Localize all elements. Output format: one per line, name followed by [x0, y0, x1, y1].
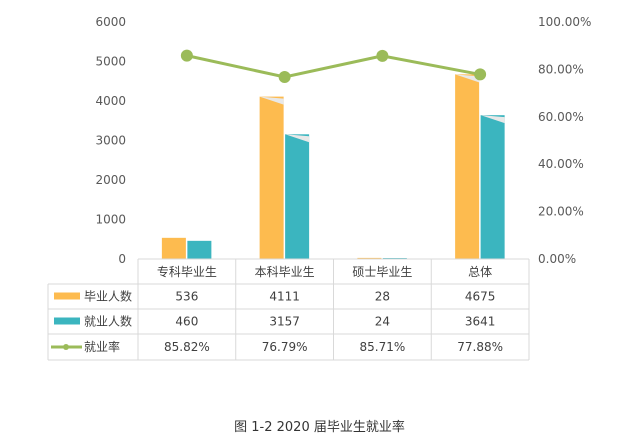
y-left-tick-label: 4000	[95, 94, 126, 108]
legend-label: 就业率	[84, 339, 120, 354]
employment-rate-point	[278, 71, 291, 84]
legend-label: 毕业人数	[84, 289, 132, 304]
category-label: 硕士毕业生	[352, 265, 412, 279]
table-cell: 24	[375, 315, 390, 329]
table-cell: 536	[175, 290, 198, 304]
employment-rate-point	[474, 68, 487, 81]
bar-employed	[187, 240, 212, 259]
category-label: 总体	[468, 265, 492, 279]
bar-curl	[259, 96, 284, 105]
y-left-tick-label: 2000	[95, 173, 126, 187]
y-right-tick-label: 40.00%	[538, 157, 584, 171]
table-cell: 85.71%	[359, 340, 405, 354]
table-cell: 460	[175, 315, 198, 329]
bar-graduates	[357, 257, 382, 259]
legend-key-0	[54, 292, 80, 300]
y-left-tick-label: 5000	[95, 55, 126, 69]
y-right-tick-label: 20.00%	[538, 205, 584, 219]
bar-curl	[285, 134, 310, 143]
y-right-tick-label: 0.00%	[538, 252, 576, 266]
y-right-tick-label: 100.00%	[538, 15, 591, 29]
bar-employed	[480, 115, 505, 259]
table-cell: 3157	[269, 315, 300, 329]
y-right-tick-label: 80.00%	[538, 62, 584, 76]
y-left-tick-label: 3000	[95, 134, 126, 148]
employment-rate-point	[180, 49, 193, 62]
bar-graduates	[259, 96, 284, 259]
table-cell: 3641	[465, 315, 496, 329]
legend-key-1	[54, 317, 80, 325]
chart-caption: 图 1-2 2020 届毕业生就业率	[234, 420, 405, 435]
y-left-tick-label: 1000	[95, 213, 126, 227]
table-cell: 4111	[269, 290, 300, 304]
bar-curl	[480, 115, 505, 124]
y-right-tick-label: 60.00%	[538, 110, 584, 124]
bar-curl	[455, 74, 480, 83]
y-left-tick-label: 0	[118, 252, 126, 266]
employment-rate-line	[186, 54, 481, 79]
bar-graduates	[455, 74, 480, 260]
legend-key-marker	[63, 344, 69, 350]
bar-employed	[285, 134, 310, 259]
table-cell: 76.79%	[262, 340, 308, 354]
category-label: 本科毕业生	[255, 265, 315, 279]
table-cell: 77.88%	[457, 340, 503, 354]
table-cell: 28	[375, 290, 390, 304]
table-cell: 4675	[465, 290, 496, 304]
employment-rate-point	[376, 49, 389, 62]
bar-graduates	[161, 237, 186, 259]
legend-label: 就业人数	[84, 314, 132, 329]
table-cell: 85.82%	[164, 340, 210, 354]
category-label: 专科毕业生	[157, 264, 217, 279]
y-left-tick-label: 6000	[95, 15, 126, 29]
